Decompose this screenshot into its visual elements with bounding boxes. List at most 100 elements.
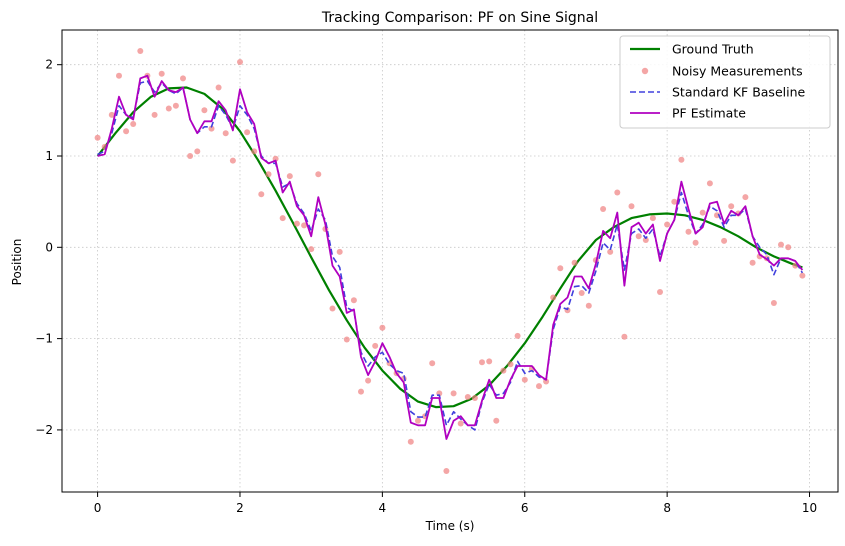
- measurement-point: [208, 125, 215, 132]
- measurement-point: [486, 358, 493, 365]
- measurement-point: [557, 265, 564, 272]
- measurement-point: [293, 220, 300, 227]
- x-tick-label: 0: [94, 501, 102, 515]
- legend-label-pf-estimate: PF Estimate: [672, 106, 746, 121]
- measurement-point: [678, 156, 685, 163]
- measurement-point: [543, 378, 550, 385]
- y-axis-label: Position: [10, 239, 24, 286]
- measurement-point: [151, 111, 158, 118]
- measurement-point: [258, 191, 265, 198]
- measurement-point: [379, 324, 386, 331]
- x-tick-label: 2: [236, 501, 244, 515]
- measurement-point: [514, 332, 521, 339]
- measurement-point: [642, 237, 649, 243]
- x-tick-label: 6: [521, 501, 529, 515]
- series: [94, 48, 806, 474]
- y-tick-label: 1: [45, 149, 53, 163]
- measurement-point: [628, 203, 635, 210]
- measurement-point: [770, 300, 777, 306]
- axis-ticks: 0 2 4 6 8 10 −2 −1 0 1 2: [35, 58, 817, 515]
- measurement-point: [443, 468, 450, 474]
- measurement-point: [108, 111, 115, 118]
- measurement-point: [94, 134, 101, 141]
- measurement-point: [279, 215, 286, 222]
- measurement-point: [600, 206, 607, 212]
- x-tick-label: 4: [379, 501, 387, 515]
- measurement-point: [343, 336, 350, 343]
- measurement-point: [607, 248, 614, 255]
- measurement-point: [649, 215, 656, 222]
- measurement-point: [158, 70, 165, 77]
- measurement-point: [778, 241, 784, 248]
- measurement-point: [407, 438, 414, 445]
- x-axis-label: Time (s): [425, 519, 475, 533]
- measurement-point: [315, 171, 322, 178]
- legend-box: [619, 35, 831, 129]
- measurement-point: [493, 417, 500, 424]
- measurement-point: [521, 376, 528, 383]
- measurement-point: [450, 390, 457, 397]
- measurement-point: [172, 102, 179, 109]
- measurement-point: [372, 342, 379, 349]
- measurement-point: [358, 388, 364, 395]
- measurement-point: [201, 107, 208, 114]
- y-tick-label: 2: [45, 58, 53, 72]
- legend-swatch-noisy-measurements: [641, 67, 649, 75]
- kf-baseline-line: [97, 80, 804, 431]
- measurement-point: [365, 377, 372, 384]
- legend: Ground Truth Noisy Measurements Standard…: [619, 35, 831, 129]
- legend-label-kf-baseline: Standard KF Baseline: [672, 85, 806, 100]
- measurement-point: [336, 248, 343, 255]
- measurement-point: [742, 194, 749, 201]
- measurement-point: [706, 180, 713, 187]
- measurement-point: [536, 383, 542, 390]
- measurement-point: [578, 290, 585, 296]
- measurement-point: [635, 233, 642, 240]
- measurement-point: [429, 360, 436, 367]
- measurement-point: [244, 129, 251, 136]
- measurement-point: [286, 173, 293, 180]
- chart-title: Tracking Comparison: PF on Sine Signal: [321, 10, 598, 26]
- measurement-point: [308, 246, 315, 253]
- measurement-point: [265, 171, 272, 178]
- measurement-point: [137, 48, 144, 54]
- measurement-point: [657, 289, 663, 295]
- measurement-point: [585, 302, 592, 309]
- measurement-point: [550, 294, 557, 301]
- measurement-point: [215, 84, 222, 91]
- measurement-point: [471, 395, 478, 401]
- measurement-point: [749, 259, 756, 266]
- measurement-point: [329, 305, 336, 312]
- measurement-point: [479, 359, 485, 366]
- measurement-point: [222, 130, 229, 137]
- measurement-point: [251, 148, 258, 155]
- measurement-point: [799, 272, 806, 279]
- measurement-point: [500, 367, 507, 374]
- measurement-point: [272, 155, 279, 162]
- measurement-point: [415, 417, 421, 424]
- measurement-point: [571, 259, 578, 266]
- measurement-point: [194, 148, 201, 155]
- measurement-point: [165, 105, 172, 112]
- measurement-point: [180, 75, 186, 82]
- measurement-point: [457, 420, 464, 427]
- measurement-point: [721, 237, 728, 244]
- measurement-point: [685, 228, 692, 235]
- measurement-point: [714, 212, 720, 219]
- measurement-point: [664, 221, 671, 228]
- legend-label-ground-truth: Ground Truth: [672, 42, 754, 57]
- y-tick-label: 0: [45, 240, 53, 254]
- measurement-point: [785, 244, 792, 251]
- measurement-point: [237, 59, 243, 65]
- y-tick-label: −1: [35, 332, 53, 346]
- measurement-point: [229, 157, 236, 164]
- x-tick-label: 8: [663, 501, 671, 515]
- pf-estimate-line: [97, 74, 804, 440]
- measurement-point: [614, 189, 621, 196]
- measurement-point: [692, 239, 699, 246]
- measurement-point: [507, 361, 514, 368]
- measurement-point: [123, 128, 130, 135]
- x-tick-label: 10: [802, 501, 817, 515]
- measurement-point: [671, 198, 678, 205]
